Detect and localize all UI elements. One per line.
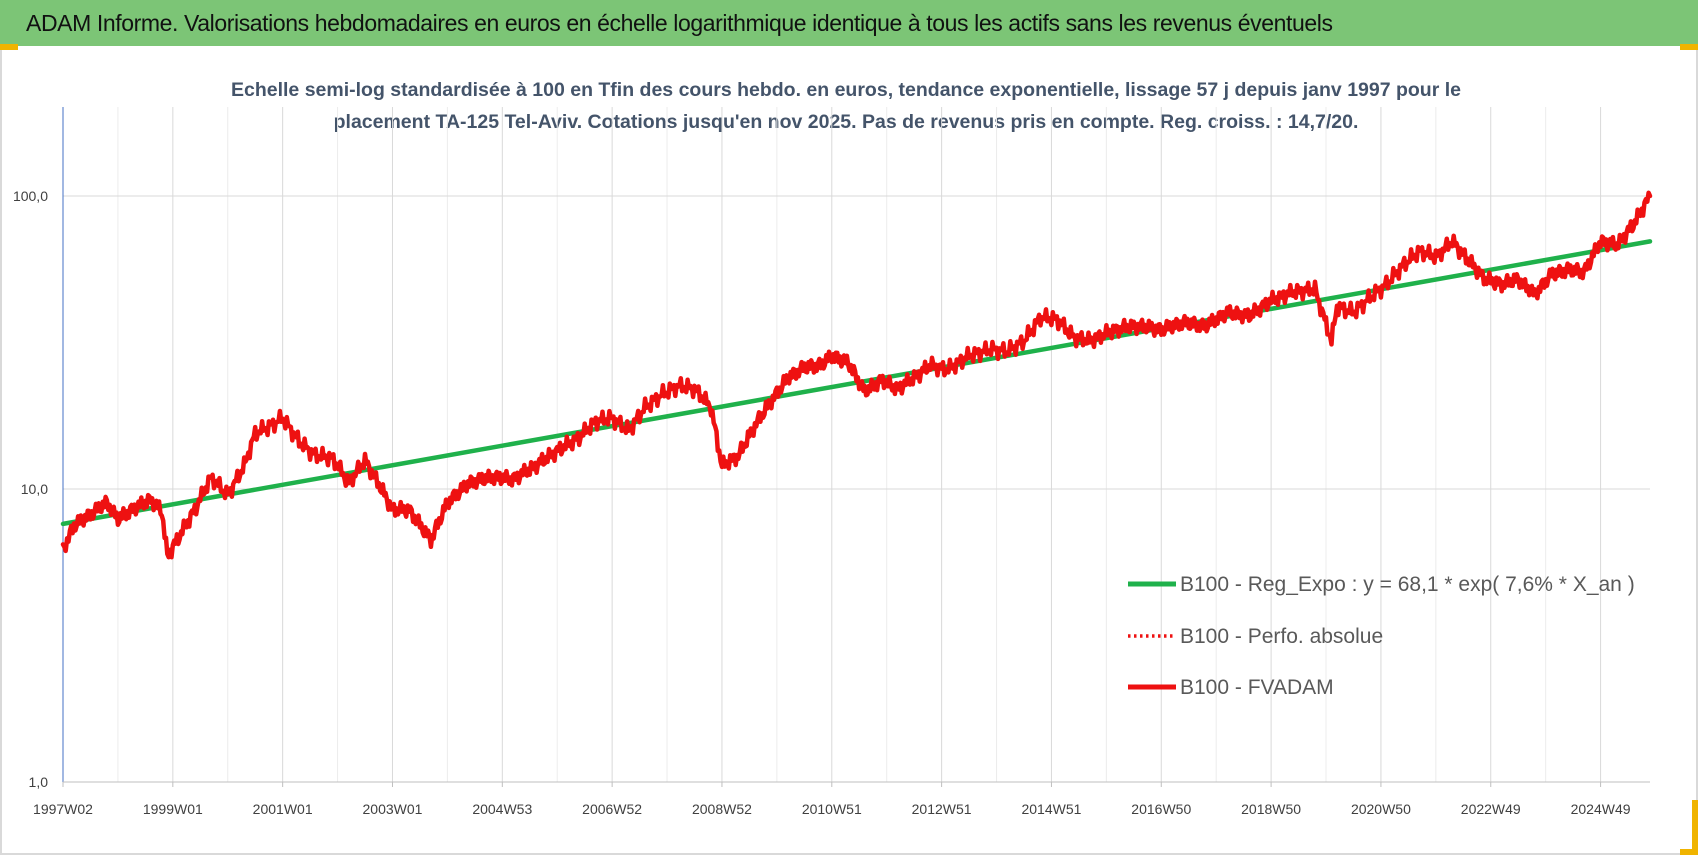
corner-marker-top-right	[1680, 44, 1698, 50]
legend-label-fvadam: B100 - FVADAM	[1180, 676, 1334, 699]
x-tick-label: 2004W53	[472, 801, 532, 817]
x-tick-label: 2012W51	[912, 801, 972, 817]
x-tick-label: 2001W01	[253, 801, 313, 817]
x-tick-label: 2018W50	[1241, 801, 1301, 817]
corner-marker-top-left	[0, 44, 18, 50]
x-tick-label: 1997W02	[33, 801, 93, 817]
axes	[62, 107, 1650, 787]
chart-title-line-1: Echelle semi-log standardisée à 100 en T…	[231, 79, 1461, 101]
chart-frame	[0, 46, 1698, 855]
fvadam-line	[60, 190, 1653, 560]
legend-label-perfo: B100 - Perfo. absolue	[1180, 625, 1383, 648]
banner-title: ADAM Informe. Valorisations hebdomadaire…	[0, 0, 1698, 46]
y-tick-label: 100,0	[13, 188, 48, 204]
x-tick-label: 2022W49	[1461, 801, 1521, 817]
y-tick-label: 1,0	[29, 774, 49, 790]
legend: B100 - Reg_Expo : y = 68,1 * exp( 7,6% *…	[1128, 573, 1635, 699]
x-tick-label: 2024W49	[1571, 801, 1631, 817]
x-tick-label: 2010W51	[802, 801, 862, 817]
corner-marker-bottom-right-foot	[1680, 849, 1698, 855]
x-tick-labels: 1997W02 1999W01 2001W01 2003W01 2004W53 2006W…	[33, 801, 1631, 817]
y-tick-label: 10,0	[21, 481, 48, 497]
x-tick-label: 2016W50	[1131, 801, 1191, 817]
legend-label-regression: B100 - Reg_Expo : y = 68,1 * exp( 7,6% *…	[1180, 573, 1635, 596]
gridlines	[63, 107, 1650, 782]
x-tick-label: 2020W50	[1351, 801, 1411, 817]
corner-marker-bottom-right	[1692, 800, 1698, 855]
x-tick-label: 2008W52	[692, 801, 752, 817]
chart-title-line-2: placement TA-125 Tel-Aviv. Cotations jus…	[334, 111, 1359, 133]
x-tick-label: 2014W51	[1021, 801, 1081, 817]
series-layer	[60, 190, 1653, 560]
y-tick-labels: 1,0 10,0 100,0	[13, 188, 48, 790]
x-tick-label: 2006W52	[582, 801, 642, 817]
x-tick-label: 1999W01	[143, 801, 203, 817]
x-tick-label: 2003W01	[363, 801, 423, 817]
